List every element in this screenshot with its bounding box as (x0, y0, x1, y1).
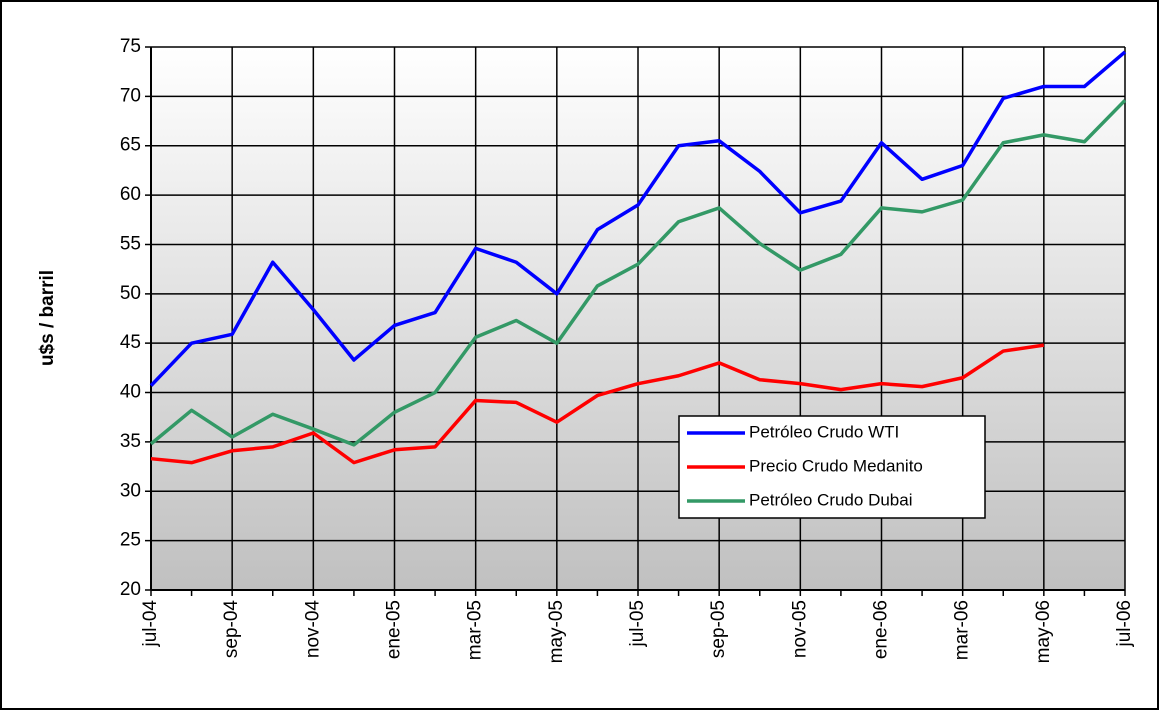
y-tick-label: 35 (120, 431, 141, 452)
y-axis-label: u$s / barril (37, 270, 58, 366)
y-tick-label: 50 (120, 283, 141, 304)
x-tick-label: mar-05 (465, 600, 486, 660)
y-tick-label: 65 (120, 135, 141, 156)
y-tick-label: 20 (120, 579, 141, 600)
x-tick-label: may-06 (1033, 600, 1054, 663)
series-line (150, 343, 1045, 465)
x-tick-label: may-05 (546, 600, 567, 663)
y-tick-label: 30 (120, 480, 141, 501)
y-tick-label: 60 (120, 184, 141, 205)
x-tick-label: jul-06 (1114, 600, 1135, 647)
x-tick-label: jul-04 (140, 600, 161, 648)
x-tick-label: mar-06 (952, 600, 973, 660)
legend-label: Petróleo Crudo WTI (749, 422, 899, 441)
x-tick-label: sep-04 (221, 600, 242, 659)
x-tick-label: nov-04 (302, 600, 323, 659)
y-tick-label: 45 (120, 332, 141, 353)
y-tick-label: 40 (120, 382, 141, 403)
series-line (149, 50, 1127, 387)
x-tick-label: sep-05 (708, 600, 729, 658)
legend-label: Petróleo Crudo Dubai (749, 490, 912, 509)
x-tick-label: jul-05 (627, 600, 648, 647)
legend-label: Precio Crudo Medanito (749, 456, 923, 475)
x-tick-label: nov-05 (789, 600, 810, 658)
x-tick-label: ene-06 (871, 600, 892, 659)
y-tick-label: 25 (120, 530, 141, 551)
series-line (149, 99, 1127, 447)
y-tick-label: 70 (120, 85, 141, 106)
y-tick-label: 55 (120, 233, 141, 254)
x-tick-label: ene-05 (384, 600, 405, 659)
y-tick-label: 75 (120, 36, 141, 57)
